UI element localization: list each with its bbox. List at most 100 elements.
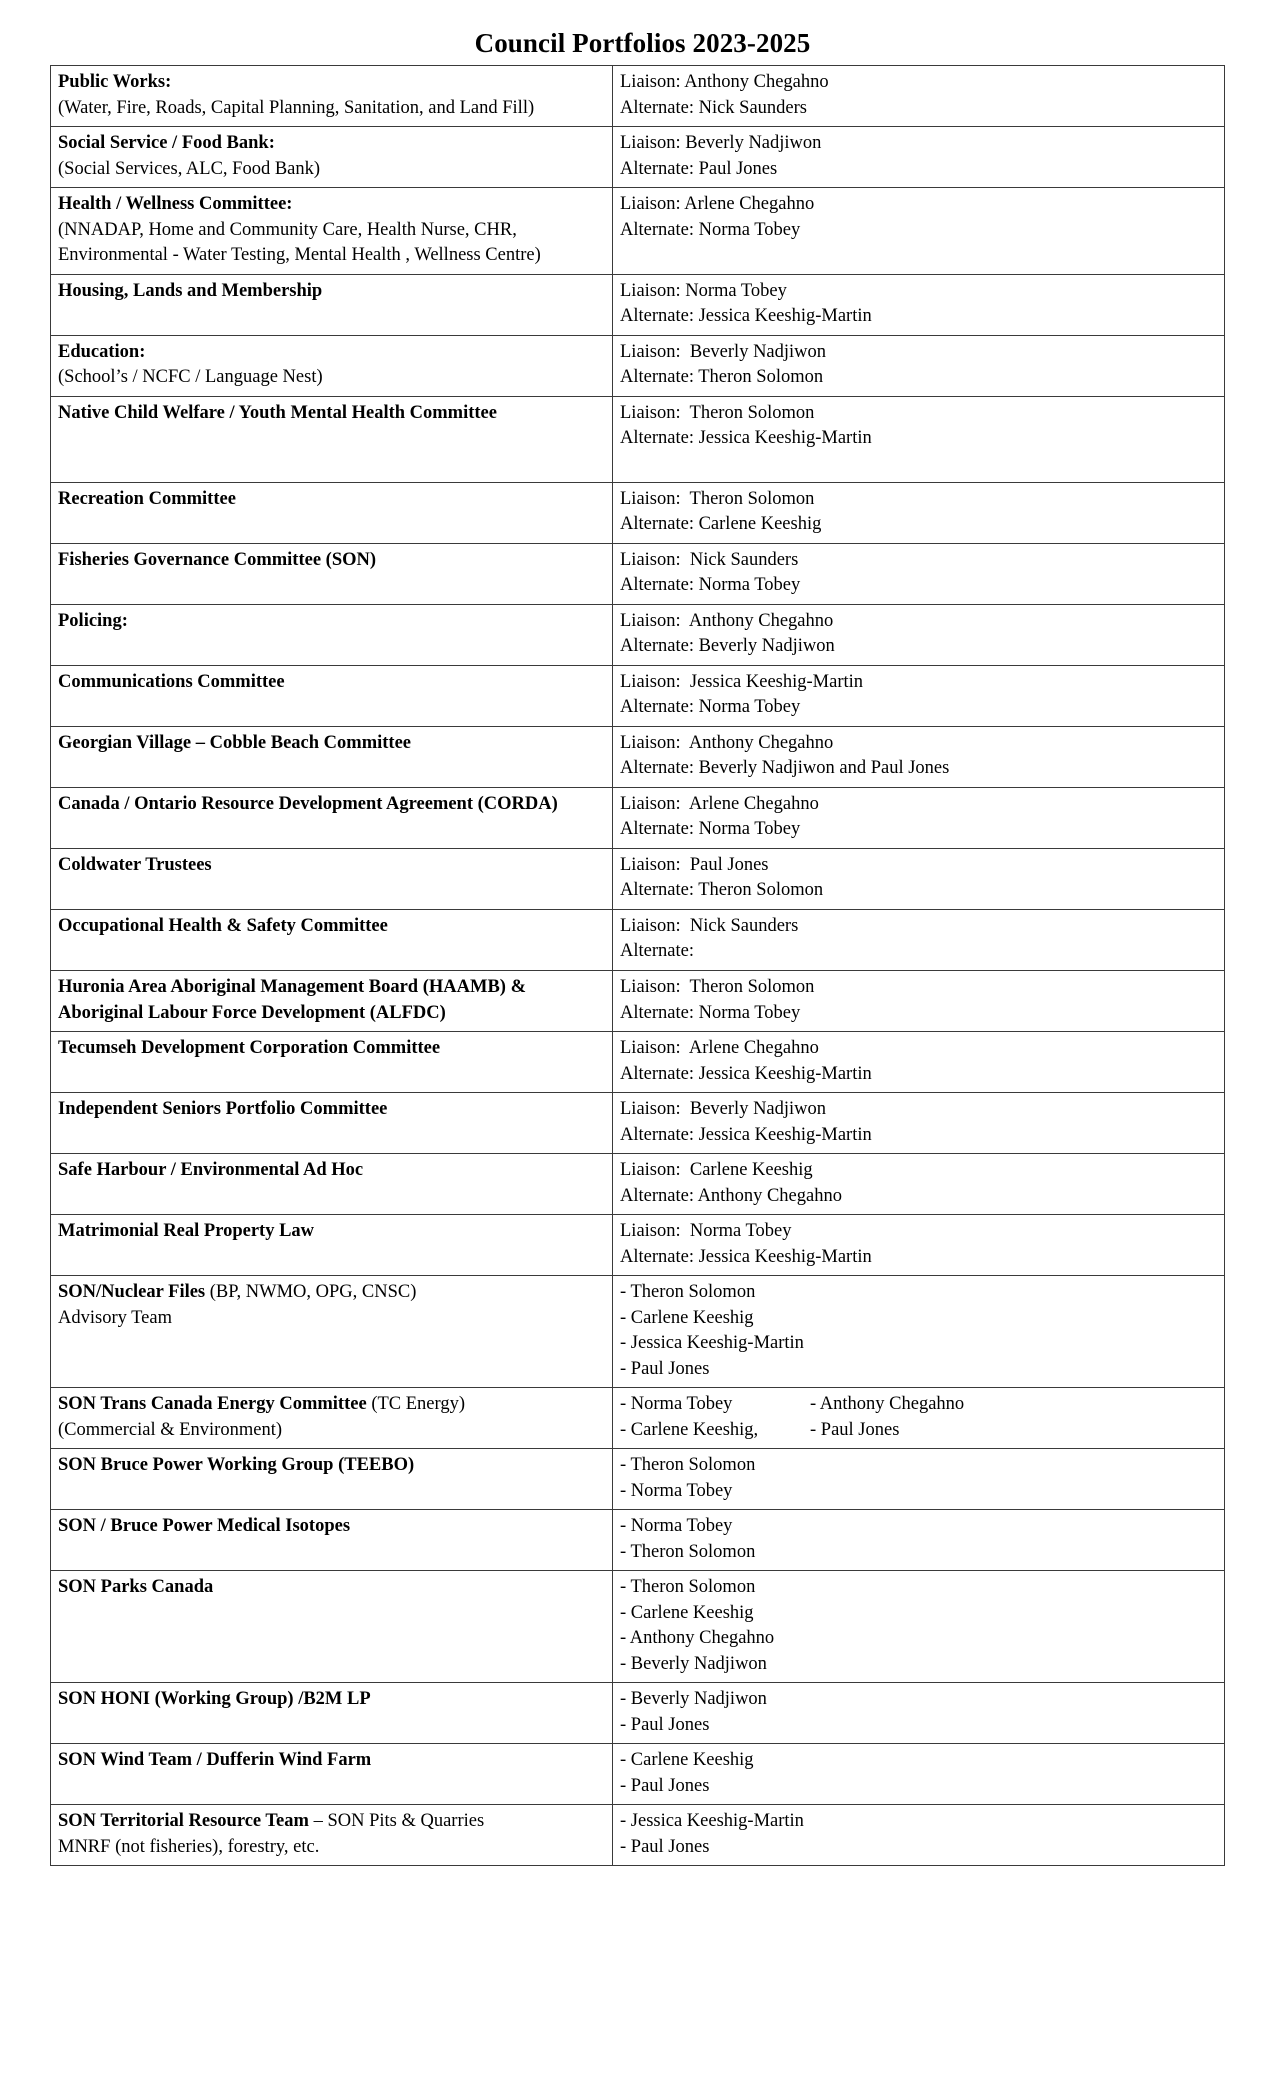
portfolio-subtitle: (School’s / NCFC / Language Nest) bbox=[58, 367, 323, 388]
table-row: Huronia Area Aboriginal Management Board… bbox=[50, 969, 1225, 1033]
portfolio-cell: Social Service / Food Bank: (Social Servi… bbox=[50, 126, 613, 189]
portfolio-cell: SON Territorial Resource Team – SON Pits… bbox=[50, 1804, 613, 1867]
table-row: SON / Bruce Power Medical Isotopes - Norm… bbox=[50, 1509, 1225, 1572]
person-line: Liaison: Nick Saunders bbox=[620, 549, 799, 570]
people-cell: Liaison: Arlene Chegahno Alternate: Norma… bbox=[612, 187, 1225, 275]
portfolio-cell: Huronia Area Aboriginal Management Board… bbox=[50, 969, 613, 1033]
people-cell: Liaison: Arlene Chegahno Alternate: Jessi… bbox=[612, 1031, 1225, 1094]
table-row: SON Bruce Power Working Group (TEEBO) - T… bbox=[50, 1448, 1225, 1511]
person-line: - Paul Jones bbox=[620, 1358, 710, 1379]
person-line: Alternate: Jessica Keeshig-Martin bbox=[620, 1063, 872, 1084]
person-line: Alternate: Jessica Keeshig-Martin bbox=[620, 1246, 872, 1267]
person-line: - Norma Tobey bbox=[620, 1480, 733, 1501]
table-body: Public Works: (Water, Fire, Roads, Capita… bbox=[50, 65, 1225, 1867]
people-cell: - Beverly Nadjiwon - Paul Jones bbox=[612, 1682, 1225, 1745]
table-row: Policing: Liaison: Anthony Chegahno Altern… bbox=[50, 603, 1225, 666]
person-line: Liaison: Carlene Keeshig bbox=[620, 1160, 813, 1181]
portfolio-title: Recreation Committee bbox=[58, 488, 236, 509]
person-line: Liaison: Norma Tobey bbox=[620, 1221, 792, 1242]
person-line: Liaison: Anthony Chegahno bbox=[620, 72, 829, 93]
person-line: Alternate: Norma Tobey bbox=[620, 819, 801, 840]
person-line: - Beverly Nadjiwon bbox=[620, 1689, 767, 1710]
person-line: - Carlene Keeshig, - Paul Jones bbox=[620, 1418, 1218, 1444]
people-cell: Liaison: Nick Saunders Alternate: Norma T… bbox=[612, 542, 1225, 605]
people-cell: Liaison: Carlene Keeshig Alternate: Antho… bbox=[612, 1153, 1225, 1216]
portfolio-cell: SON / Bruce Power Medical Isotopes bbox=[50, 1509, 613, 1572]
person-line: Alternate: Jessica Keeshig-Martin bbox=[620, 428, 872, 449]
table-row: Occupational Health & Safety Committee Li… bbox=[50, 908, 1225, 972]
portfolio-title: Health / Wellness Committee: bbox=[58, 194, 293, 215]
people-cell: Liaison: Nick Saunders Alternate: bbox=[612, 908, 1225, 972]
table-row: Matrimonial Real Property Law Liaison: No… bbox=[50, 1214, 1225, 1277]
people-cell: Liaison: Paul Jones Alternate: Theron Sol… bbox=[612, 847, 1225, 910]
portfolio-title: SON Trans Canada Energy Committee bbox=[58, 1394, 367, 1415]
people-cell: Liaison: Arlene Chegahno Alternate: Norma… bbox=[612, 786, 1225, 849]
person-line: Alternate: Paul Jones bbox=[620, 158, 778, 179]
person-line: Liaison: Arlene Chegahno bbox=[620, 793, 819, 814]
people-cell: Liaison: Norma Tobey Alternate: Jessica K… bbox=[612, 273, 1225, 336]
people-cell: Liaison: Anthony Chegahno Alternate: Beve… bbox=[612, 725, 1225, 788]
person-name: - Norma Tobey bbox=[620, 1394, 733, 1415]
person-line: Alternate: Norma Tobey bbox=[620, 575, 801, 596]
portfolio-cell: Native Child Welfare / Youth Mental Heal… bbox=[50, 395, 613, 483]
portfolio-cell: Independent Seniors Portfolio Committee bbox=[50, 1092, 613, 1155]
portfolio-cell: Georgian Village – Cobble Beach Committe… bbox=[50, 725, 613, 788]
person-line: - Jessica Keeshig-Martin bbox=[620, 1333, 804, 1354]
table-row: Fisheries Governance Committee (SON) Liai… bbox=[50, 542, 1225, 605]
person-line: Liaison: Nick Saunders bbox=[620, 915, 799, 936]
people-cell: - Jessica Keeshig-Martin - Paul Jones bbox=[612, 1804, 1225, 1867]
people-cell: - Theron Solomon - Norma Tobey bbox=[612, 1448, 1225, 1511]
portfolio-cell: Public Works: (Water, Fire, Roads, Capita… bbox=[50, 65, 613, 128]
person-line: - Theron Solomon bbox=[620, 1541, 756, 1562]
portfolio-title: Independent Seniors Portfolio Committee bbox=[58, 1099, 388, 1120]
row-spacer bbox=[620, 452, 1218, 477]
portfolio-title: SON Bruce Power Working Group (TEEBO) bbox=[58, 1455, 415, 1476]
person-line: Alternate: bbox=[620, 941, 694, 962]
person-line: - Paul Jones bbox=[620, 1714, 710, 1735]
person-name: - Paul Jones bbox=[810, 1419, 900, 1440]
person-line: Alternate: Norma Tobey bbox=[620, 219, 801, 240]
table-row: Georgian Village – Cobble Beach Committe… bbox=[50, 725, 1225, 788]
person-line: Alternate: Anthony Chegahno bbox=[620, 1185, 842, 1206]
portfolio-cell: SON Parks Canada bbox=[50, 1570, 613, 1684]
person-line: Liaison: Anthony Chegahno bbox=[620, 610, 834, 631]
people-cell: Liaison: Theron Solomon Alternate: Jessic… bbox=[612, 395, 1225, 483]
portfolio-cell: Policing: bbox=[50, 603, 613, 666]
portfolio-subtitle: (Commercial & Environment) bbox=[58, 1419, 282, 1440]
person-line: Alternate: Norma Tobey bbox=[620, 697, 801, 718]
table-row: SON Parks Canada - Theron Solomon - Carlen… bbox=[50, 1570, 1225, 1684]
table-row: Health / Wellness Committee: (NNADAP, Hom… bbox=[50, 187, 1225, 275]
table-row: SON Territorial Resource Team – SON Pits… bbox=[50, 1804, 1225, 1867]
people-cell: Liaison: Beverly Nadjiwon Alternate: Ther… bbox=[612, 334, 1225, 397]
portfolio-cell: Health / Wellness Committee: (NNADAP, Hom… bbox=[50, 187, 613, 275]
portfolio-cell: Education: (School’s / NCFC / Language Ne… bbox=[50, 334, 613, 397]
person-line: Alternate: Carlene Keeshig bbox=[620, 514, 822, 535]
person-line: Liaison: Norma Tobey bbox=[620, 280, 787, 301]
person-line: Alternate: Beverly Nadjiwon bbox=[620, 636, 835, 657]
table-row: Communications Committee Liaison: Jessica… bbox=[50, 664, 1225, 727]
portfolio-title: Occupational Health & Safety Committee bbox=[58, 915, 388, 936]
person-line: Liaison: Anthony Chegahno bbox=[620, 732, 834, 753]
portfolio-cell: SON Wind Team / Dufferin Wind Farm bbox=[50, 1743, 613, 1806]
table-row: SON Trans Canada Energy Committee (TC En… bbox=[50, 1387, 1225, 1450]
person-name: - Carlene Keeshig, bbox=[620, 1419, 759, 1440]
table-row: Safe Harbour / Environmental Ad Hoc Liais… bbox=[50, 1153, 1225, 1216]
person-line: Liaison: Beverly Nadjiwon bbox=[620, 1099, 827, 1120]
table-row: Native Child Welfare / Youth Mental Heal… bbox=[50, 395, 1225, 483]
table-row: Housing, Lands and Membership Liaison: No… bbox=[50, 273, 1225, 336]
portfolio-title: Housing, Lands and Membership bbox=[58, 280, 323, 301]
person-line: Liaison: Jessica Keeshig-Martin bbox=[620, 671, 864, 692]
table-row: Public Works: (Water, Fire, Roads, Capita… bbox=[50, 65, 1225, 128]
portfolio-cell: Fisheries Governance Committee (SON) bbox=[50, 542, 613, 605]
person-name: - Anthony Chegahno bbox=[810, 1394, 965, 1415]
portfolio-subtitle: Advisory Team bbox=[58, 1307, 172, 1328]
portfolio-title: Public Works: bbox=[58, 72, 172, 93]
portfolio-subtitle: (Social Services, ALC, Food Bank) bbox=[58, 158, 321, 179]
portfolio-title: SON / Bruce Power Medical Isotopes bbox=[58, 1516, 351, 1537]
person-line: - Carlene Keeshig bbox=[620, 1602, 754, 1623]
portfolio-title: Huronia Area Aboriginal Management Board… bbox=[58, 977, 526, 1023]
table-row: SON/Nuclear Files (BP, NWMO, OPG, CNSC) A… bbox=[50, 1275, 1225, 1389]
person-line: Alternate: Jessica Keeshig-Martin bbox=[620, 306, 872, 327]
person-line: Alternate: Norma Tobey bbox=[620, 1002, 801, 1023]
